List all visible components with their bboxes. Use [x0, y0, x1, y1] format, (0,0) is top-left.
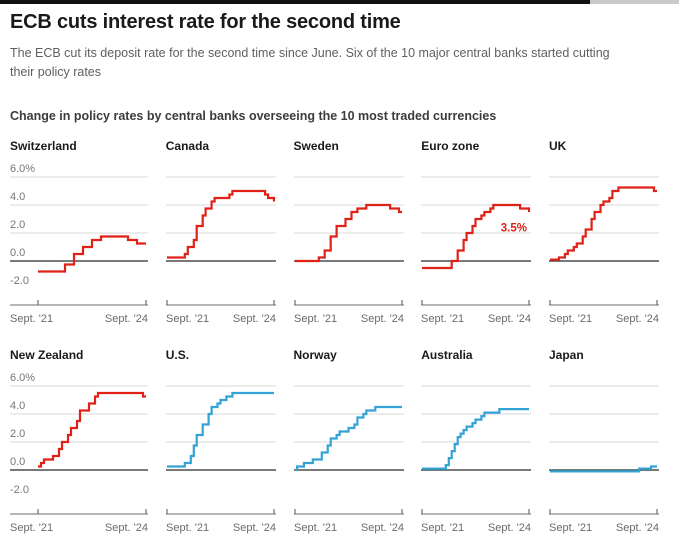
panel-chart: Sept. '21 Sept. '24 — [293, 176, 404, 325]
top-border — [0, 0, 679, 4]
panel-title: UK — [549, 138, 567, 153]
x-tick-label-start: Sept. '21 — [294, 522, 337, 534]
panel-uk: UK Sept. '21 Sept. '24 — [549, 139, 659, 334]
top-border-dark-segment — [0, 0, 590, 4]
panel-chart: 6.0% 4.0 2.0 0.0 -2.0 Sept. '21 Sept. '24 — [10, 163, 148, 325]
chart-heading: Change in policy rates by central banks … — [10, 108, 497, 123]
panel-switzerland: Switzerland 6.0% 4.0 2.0 0.0 -2.0 Sept. '21 Sep… — [10, 139, 148, 334]
y-tick-label: 6.0% — [10, 372, 35, 384]
y-tick-label: 0.0 — [10, 247, 25, 259]
rate-step-line — [550, 186, 657, 261]
panel-chart: Sept. '21 Sept. '24 — [293, 385, 404, 534]
x-tick-label-end: Sept. '24 — [233, 313, 276, 325]
subtitle: The ECB cut its deposit rate for the sec… — [10, 46, 610, 80]
y-tick-label: 0.0 — [10, 456, 25, 468]
x-tick-label-end: Sept. '24 — [105, 522, 148, 534]
panel-title: Japan — [549, 347, 584, 362]
y-tick-label: 4.0 — [10, 400, 25, 412]
panel-chart: Sept. '21 Sept. '24 — [549, 385, 659, 534]
page-title: ECB cuts interest rate for the second ti… — [10, 11, 401, 33]
panel-chart: Sept. '21 Sept. '24 — [421, 385, 532, 534]
panel-u-s: U.S. Sept. '21 Sept. '24 — [165, 347, 276, 543]
x-tick-label-start: Sept. '21 — [421, 522, 464, 534]
panel-sweden: Sweden Sept. '21 Sept. '24 — [293, 138, 404, 334]
y-tick-label: 4.0 — [10, 191, 25, 203]
panel-title: U.S. — [165, 347, 190, 362]
x-tick-label-start: Sept. '21 — [166, 522, 209, 534]
panel-chart: Sept. '21 Sept. '24 — [549, 176, 659, 325]
rate-step-line — [550, 465, 657, 473]
x-tick-label-end: Sept. '24 — [616, 522, 659, 534]
rate-step-line — [38, 391, 146, 468]
panel-title: Canada — [165, 138, 210, 153]
x-tick-label-end: Sept. '24 — [105, 313, 148, 325]
panel-euro-zone: Euro zone Sept. '21 Sept. '24 3.5% — [421, 138, 532, 334]
x-tick-label-end: Sept. '24 — [616, 313, 659, 325]
rate-step-line — [166, 189, 275, 259]
y-tick-label: 2.0 — [10, 219, 25, 231]
x-tick-label-end: Sept. '24 — [360, 522, 403, 534]
rate-step-line — [166, 391, 274, 468]
rate-step-line — [294, 405, 402, 471]
x-tick-label-start: Sept. '21 — [549, 313, 592, 325]
panel-chart: Sept. '21 Sept. '24 — [165, 176, 276, 325]
rate-annotation: 3.5% — [501, 222, 527, 234]
rate-step-line — [38, 235, 146, 273]
x-tick-label-end: Sept. '24 — [488, 522, 531, 534]
panel-norway: Norway Sept. '21 Sept. '24 — [293, 347, 404, 543]
x-tick-label-end: Sept. '24 — [233, 522, 276, 534]
y-tick-label: 6.0% — [10, 163, 35, 175]
x-tick-label-start: Sept. '21 — [549, 522, 592, 534]
panel-title: Switzerland — [10, 138, 77, 153]
x-tick-label-end: Sept. '24 — [488, 313, 531, 325]
panel-canada: Canada Sept. '21 Sept. '24 — [165, 138, 276, 334]
y-tick-label: -2.0 — [10, 275, 29, 287]
rate-step-line — [294, 203, 402, 262]
panel-australia: Australia Sept. '21 Sept. '24 — [421, 347, 532, 543]
panel-japan: Japan Sept. '21 Sept. '24 — [549, 348, 659, 543]
panel-title: Norway — [293, 347, 337, 362]
rate-step-line — [422, 203, 531, 269]
panel-title: Sweden — [293, 138, 339, 153]
y-tick-label: 2.0 — [10, 428, 25, 440]
y-tick-label: -2.0 — [10, 484, 29, 496]
panel-chart: Sept. '21 Sept. '24 3.5% — [421, 176, 532, 325]
x-tick-label-start: Sept. '21 — [10, 313, 53, 325]
panel-chart: Sept. '21 Sept. '24 — [165, 385, 276, 534]
x-tick-label-start: Sept. '21 — [294, 313, 337, 325]
article-content: ECB cuts interest rate for the second ti… — [0, 11, 679, 543]
x-tick-label-start: Sept. '21 — [421, 313, 464, 325]
rate-step-line — [422, 407, 530, 470]
x-tick-label-start: Sept. '21 — [166, 313, 209, 325]
panel-title: Australia — [421, 347, 473, 362]
panel-new-zealand: New Zealand 6.0% 4.0 2.0 0.0 -2.0 Sept. '21 Sep… — [10, 348, 148, 543]
panel-title: New Zealand — [10, 347, 84, 362]
panel-title: Euro zone — [421, 138, 480, 153]
top-border-light-segment — [590, 0, 679, 4]
small-multiples-grid: Switzerland 6.0% 4.0 2.0 0.0 -2.0 Sept. '21 Sep… — [10, 139, 669, 543]
charts-row: Switzerland 6.0% 4.0 2.0 0.0 -2.0 Sept. '21 Sep… — [10, 139, 659, 334]
x-tick-label-start: Sept. '21 — [10, 522, 53, 534]
charts-row: New Zealand 6.0% 4.0 2.0 0.0 -2.0 Sept. '21 Sep… — [10, 348, 659, 543]
x-tick-label-end: Sept. '24 — [360, 313, 403, 325]
panel-chart: 6.0% 4.0 2.0 0.0 -2.0 Sept. '21 Sept. '24 — [10, 372, 148, 534]
